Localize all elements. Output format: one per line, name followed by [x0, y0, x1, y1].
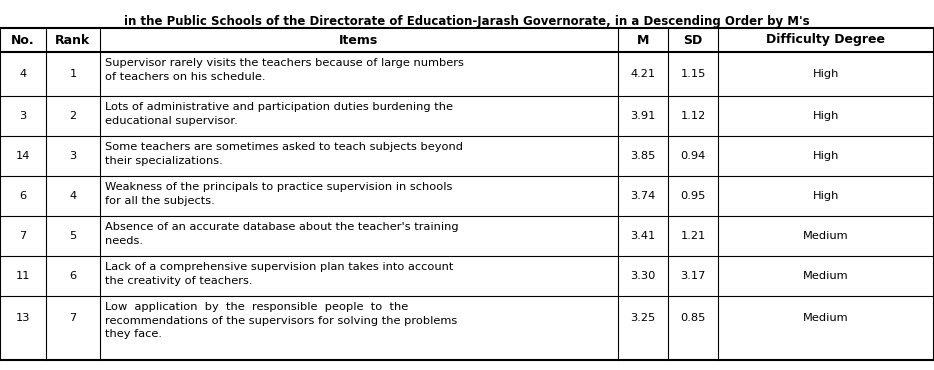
Text: 6: 6 — [69, 271, 77, 281]
Text: 3.25: 3.25 — [630, 313, 656, 323]
Text: M: M — [637, 34, 649, 47]
Text: No.: No. — [11, 34, 35, 47]
Text: 1.12: 1.12 — [680, 111, 705, 121]
Text: 3: 3 — [69, 151, 77, 161]
Text: SD: SD — [684, 34, 702, 47]
Text: 0.85: 0.85 — [680, 313, 706, 323]
Text: Low  application  by  the  responsible  people  to  the
recommendations of the s: Low application by the responsible peopl… — [105, 302, 458, 339]
Text: Medium: Medium — [803, 271, 849, 281]
Text: Rank: Rank — [55, 34, 91, 47]
Text: High: High — [813, 111, 839, 121]
Text: 7: 7 — [69, 313, 77, 323]
Text: 5: 5 — [69, 231, 77, 241]
Text: 6: 6 — [20, 191, 26, 201]
Text: 3.30: 3.30 — [630, 271, 656, 281]
Text: Difficulty Degree: Difficulty Degree — [767, 34, 885, 47]
Text: Lots of administrative and participation duties burdening the
educational superv: Lots of administrative and participation… — [105, 102, 453, 125]
Text: 3.91: 3.91 — [630, 111, 656, 121]
Text: 2: 2 — [69, 111, 77, 121]
Text: 14: 14 — [16, 151, 30, 161]
Text: 0.95: 0.95 — [680, 191, 706, 201]
Text: Some teachers are sometimes asked to teach subjects beyond
their specializations: Some teachers are sometimes asked to tea… — [105, 142, 463, 166]
Text: Medium: Medium — [803, 313, 849, 323]
Text: 3.74: 3.74 — [630, 191, 656, 201]
Text: 1: 1 — [69, 69, 77, 79]
Text: 0.94: 0.94 — [680, 151, 705, 161]
Text: 3: 3 — [20, 111, 27, 121]
Text: Supervisor rarely visits the teachers because of large numbers
of teachers on hi: Supervisor rarely visits the teachers be… — [105, 58, 464, 82]
Text: Lack of a comprehensive supervision plan takes into account
the creativity of te: Lack of a comprehensive supervision plan… — [105, 262, 453, 286]
Text: High: High — [813, 191, 839, 201]
Text: Absence of an accurate database about the teacher's training
needs.: Absence of an accurate database about th… — [105, 222, 459, 246]
Text: High: High — [813, 69, 839, 79]
Text: 4: 4 — [69, 191, 77, 201]
Text: 1.15: 1.15 — [680, 69, 706, 79]
Text: 3.41: 3.41 — [630, 231, 656, 241]
Text: in the Public Schools of the Directorate of Education-Jarash Governorate, in a D: in the Public Schools of the Directorate… — [124, 15, 810, 28]
Text: 4.21: 4.21 — [630, 69, 656, 79]
Text: Medium: Medium — [803, 231, 849, 241]
Text: High: High — [813, 151, 839, 161]
Text: 4: 4 — [20, 69, 26, 79]
Text: 3.17: 3.17 — [680, 271, 706, 281]
Text: 11: 11 — [16, 271, 30, 281]
Text: Items: Items — [339, 34, 378, 47]
Text: 13: 13 — [16, 313, 30, 323]
Text: Weakness of the principals to practice supervision in schools
for all the subjec: Weakness of the principals to practice s… — [105, 182, 452, 206]
Text: 1.21: 1.21 — [680, 231, 705, 241]
Text: 7: 7 — [20, 231, 27, 241]
Text: 3.85: 3.85 — [630, 151, 656, 161]
